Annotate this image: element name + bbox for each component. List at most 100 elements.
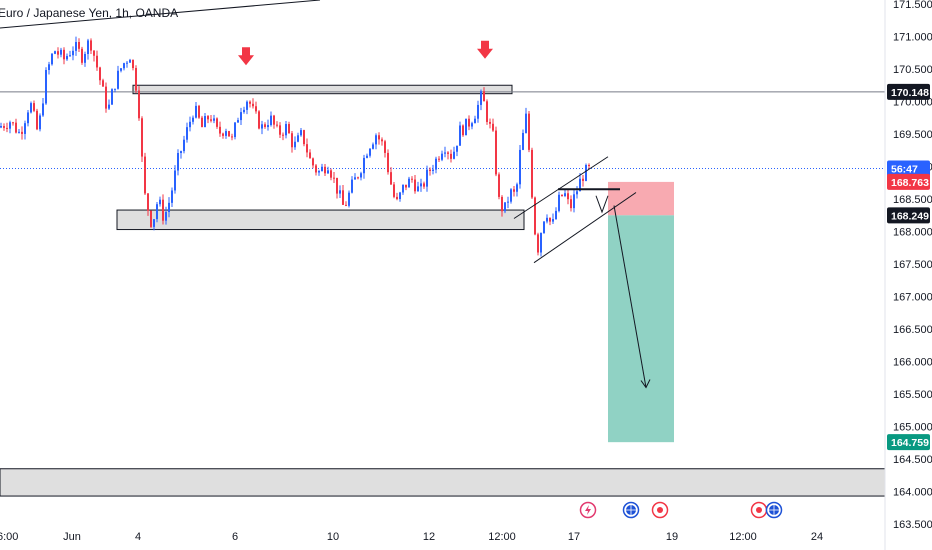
- candle: [102, 78, 104, 87]
- candle-body: [159, 199, 161, 205]
- candle: [516, 182, 518, 197]
- candle-body: [60, 49, 62, 55]
- candle: [78, 38, 80, 53]
- candle: [0, 122, 2, 129]
- candle: [405, 184, 407, 191]
- candle-body: [498, 174, 500, 197]
- candle: [183, 135, 185, 154]
- candle: [561, 194, 563, 197]
- candle: [177, 149, 179, 176]
- candle-body: [321, 166, 323, 172]
- candle-body: [135, 68, 137, 91]
- candle-body: [96, 55, 98, 68]
- candle: [6, 122, 8, 133]
- candle-body: [372, 144, 374, 149]
- candle: [201, 115, 203, 128]
- candle: [144, 152, 146, 196]
- candle-body: [312, 158, 314, 166]
- candle: [120, 67, 122, 73]
- candle-body: [276, 124, 278, 126]
- y-tick-label: 171.500: [893, 0, 932, 11]
- candle-body: [78, 41, 80, 49]
- candle: [90, 38, 92, 55]
- candle-body: [195, 105, 197, 118]
- candle: [240, 107, 242, 126]
- price-tag-label: 164.759: [891, 437, 929, 449]
- candle: [396, 192, 398, 201]
- price-tag: 170.148: [887, 83, 930, 100]
- drawings-layer: [238, 40, 651, 389]
- candle: [51, 53, 53, 66]
- candle-body: [297, 135, 299, 142]
- candle-body: [63, 49, 65, 60]
- candle-body: [369, 148, 371, 156]
- candle: [531, 147, 533, 199]
- candle-body: [255, 106, 257, 112]
- candle-body: [120, 68, 122, 71]
- candle-body: [102, 80, 104, 87]
- candle: [300, 128, 302, 137]
- candle: [96, 50, 98, 71]
- candle: [471, 121, 473, 130]
- candle: [57, 47, 59, 59]
- candle: [288, 121, 290, 134]
- candle-body: [246, 101, 248, 110]
- candle-body: [573, 194, 575, 209]
- candle-body: [444, 152, 446, 154]
- candle-body: [429, 169, 431, 171]
- candle-body: [456, 145, 458, 152]
- candle: [24, 120, 26, 140]
- candle-body: [567, 193, 569, 200]
- candle-body: [384, 141, 386, 153]
- candle: [330, 168, 332, 181]
- candle: [444, 146, 446, 158]
- candle: [339, 185, 341, 198]
- candle: [159, 196, 161, 207]
- candle-body: [570, 199, 572, 209]
- price-tag-bg: [887, 207, 930, 224]
- candle-body: [552, 219, 554, 222]
- candle: [219, 121, 221, 137]
- y-tick-label: 163.500: [893, 519, 932, 531]
- candle-body: [489, 121, 491, 124]
- candle-body: [171, 190, 173, 203]
- candle-body: [318, 171, 320, 173]
- candle-body: [273, 115, 275, 125]
- price-tag: 164.759: [887, 434, 930, 451]
- projection-arrow-line: [613, 205, 647, 388]
- candle: [366, 153, 368, 159]
- price-tag: 168.763: [887, 173, 930, 190]
- candle: [420, 178, 422, 192]
- candle: [306, 138, 308, 158]
- candle: [48, 61, 50, 75]
- candle-body: [45, 70, 47, 104]
- candle-body: [66, 56, 68, 60]
- candle: [399, 191, 401, 202]
- candle-body: [69, 55, 71, 57]
- candle-body: [9, 122, 11, 129]
- candle-body: [324, 166, 326, 174]
- globe-icon: [765, 501, 783, 519]
- candle: [69, 50, 71, 57]
- stop-loss-zone: [608, 181, 674, 216]
- candle: [381, 137, 383, 146]
- price-tag-bg: [887, 434, 930, 451]
- support-zone: [116, 209, 525, 231]
- candle-body: [90, 40, 92, 51]
- candle: [3, 123, 5, 131]
- candle: [549, 217, 551, 226]
- candle-body: [411, 178, 413, 180]
- candle: [555, 207, 557, 220]
- candle: [231, 133, 233, 141]
- candle-body: [57, 51, 59, 55]
- candle-body: [108, 104, 110, 109]
- candle: [321, 163, 323, 172]
- candle-body: [18, 131, 20, 133]
- x-tick-label: 6:00: [0, 531, 18, 543]
- price-tag: 168.249: [887, 207, 930, 224]
- candle: [513, 186, 515, 197]
- candle-body: [492, 123, 494, 131]
- price-tag-bg: [887, 83, 930, 100]
- candle: [45, 67, 47, 105]
